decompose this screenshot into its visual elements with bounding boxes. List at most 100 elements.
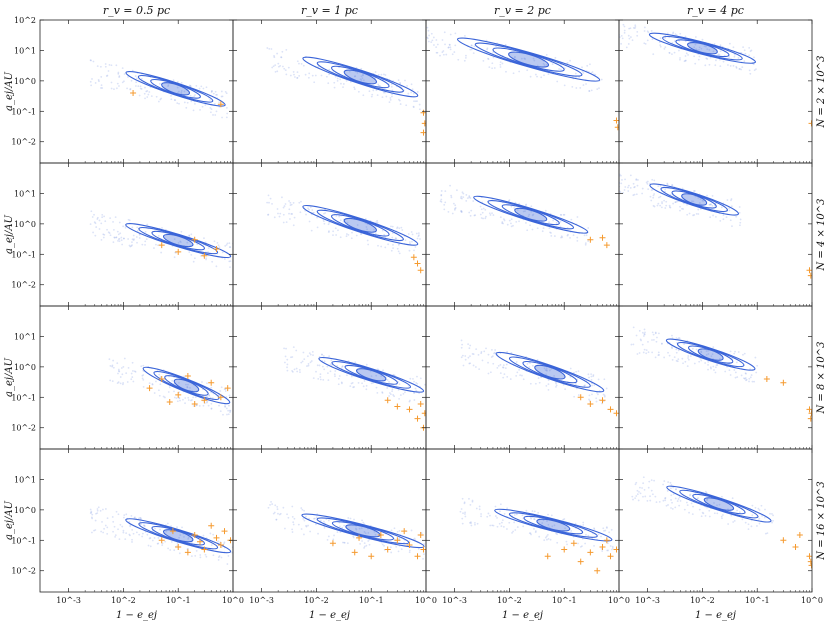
- scatter-point: [363, 542, 366, 545]
- scatter-point: [659, 37, 662, 39]
- scatter-point: [371, 93, 374, 96]
- contour-line: [697, 348, 724, 361]
- scatter-point: [266, 201, 269, 204]
- scatter-point: [714, 371, 717, 374]
- scatter-point: [595, 397, 598, 400]
- scatter-point: [461, 522, 464, 525]
- scatter-point: [117, 368, 120, 371]
- scatter-point: [591, 71, 594, 73]
- scatter-point: [188, 84, 191, 87]
- timescale-label: 1 Myr: [658, 0, 680, 2]
- scatter-point: [693, 190, 696, 192]
- scatter-point: [144, 240, 147, 243]
- scatter-point: [529, 224, 531, 227]
- cross-marker: [191, 531, 198, 538]
- scatter-point: [133, 370, 136, 373]
- scatter-point: [499, 66, 502, 68]
- scatter-point: [440, 194, 443, 196]
- scatter-point: [687, 54, 689, 56]
- scatter-point: [706, 506, 708, 509]
- scatter-point: [348, 70, 351, 73]
- scatter-point: [554, 56, 557, 59]
- scatter-point: [697, 497, 700, 499]
- scatter-point: [466, 197, 469, 200]
- scatter-point: [470, 522, 472, 525]
- x-tick-label: 10^0: [222, 596, 244, 605]
- scatter-point: [602, 393, 605, 396]
- scatter-point: [664, 37, 666, 39]
- scatter-point: [110, 81, 113, 84]
- scatter-point: [713, 43, 716, 45]
- scatter-point: [472, 364, 475, 367]
- scatter-point: [705, 57, 708, 60]
- x-tick-label: 10^-3: [635, 596, 660, 605]
- scatter-point: [276, 52, 279, 55]
- scatter-point: [468, 211, 471, 214]
- scatter-point: [686, 203, 688, 206]
- scatter-point: [620, 35, 623, 37]
- scatter-point: [117, 72, 120, 75]
- scatter-point: [636, 184, 639, 187]
- panel-content: 10 Gyr100 Myr1 Myr10 kyr: [108, 357, 232, 416]
- scatter-point: [745, 379, 747, 382]
- scatter-point: [282, 206, 285, 209]
- scatter-point: [116, 362, 119, 365]
- scatter-point: [667, 351, 669, 354]
- scatter-point: [533, 528, 535, 530]
- scatter-point: [284, 69, 287, 72]
- scatter-point: [550, 367, 553, 370]
- scatter-point: [267, 213, 270, 216]
- scatter-point: [173, 390, 175, 393]
- scatter-point: [93, 213, 95, 216]
- scatter-point: [473, 45, 476, 48]
- scatter-point: [668, 204, 671, 207]
- scatter-point: [117, 528, 119, 531]
- scatter-point: [351, 231, 353, 234]
- cross-marker: [587, 236, 594, 243]
- scatter-point: [673, 51, 676, 54]
- scatter-point: [469, 197, 472, 199]
- contour-line: [355, 368, 387, 382]
- scatter-point: [220, 95, 223, 98]
- scatter-point: [722, 214, 725, 217]
- scatter-point: [200, 85, 203, 88]
- scatter-point: [441, 51, 444, 54]
- scatter-point: [460, 356, 463, 359]
- scatter-point: [311, 209, 314, 211]
- scatter-point: [170, 98, 173, 101]
- scatter-point: [145, 90, 148, 93]
- scatter-point: [307, 362, 310, 365]
- scatter-point: [671, 334, 673, 337]
- scatter-point: [285, 73, 288, 76]
- scatter-point: [304, 73, 307, 76]
- scatter-point: [205, 401, 208, 404]
- scatter-point: [443, 31, 446, 34]
- scatter-point: [707, 368, 709, 371]
- cross-marker: [329, 540, 336, 547]
- scatter-point: [428, 34, 431, 37]
- timescale-label: 1 Myr: [465, 0, 487, 2]
- timescale-label: 10 Gyr: [75, 0, 100, 2]
- scatter-point: [728, 207, 730, 210]
- scatter-point: [383, 544, 385, 547]
- scatter-point: [329, 370, 332, 373]
- scatter-point: [449, 48, 452, 51]
- scatter-point: [460, 195, 463, 198]
- scatter-point: [138, 237, 141, 239]
- cross-marker: [607, 406, 614, 413]
- scatter-point: [666, 490, 669, 492]
- scatter-point: [591, 384, 593, 387]
- scatter-point: [448, 44, 451, 46]
- scatter-point: [329, 363, 332, 366]
- cross-marker: [368, 553, 375, 560]
- cross-marker: [806, 406, 812, 413]
- scatter-point: [380, 375, 383, 377]
- scatter-point: [562, 213, 565, 216]
- scatter-point: [313, 517, 315, 520]
- scatter-point: [290, 203, 293, 206]
- scatter-point: [404, 239, 407, 242]
- scatter-point: [202, 87, 205, 90]
- scatter-point: [639, 338, 642, 341]
- scatter-point: [470, 48, 473, 51]
- scatter-point: [719, 44, 722, 47]
